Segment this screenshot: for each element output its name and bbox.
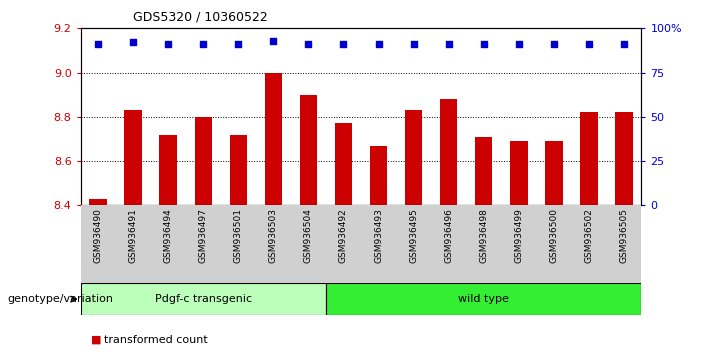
Point (513, 41, 524, 47)
Bar (440, 99, 458, 205)
Text: GSM936499: GSM936499 (515, 209, 523, 263)
Bar (475, 137, 492, 205)
Text: GSM936493: GSM936493 (374, 209, 383, 263)
Point (408, 41, 419, 47)
Point (583, 41, 594, 47)
Bar (545, 141, 562, 205)
Bar (195, 117, 212, 205)
Text: GSM936494: GSM936494 (164, 209, 172, 263)
Text: GSM936505: GSM936505 (620, 209, 628, 263)
Point (548, 41, 559, 47)
Text: GSM936503: GSM936503 (269, 209, 278, 263)
Bar (300, 95, 317, 205)
Bar (326, 283, 641, 315)
Text: Pdgf-c transgenic: Pdgf-c transgenic (155, 294, 252, 304)
Text: genotype/variation: genotype/variation (7, 294, 113, 304)
Text: GSM936495: GSM936495 (409, 209, 418, 263)
Text: GSM936492: GSM936492 (339, 209, 348, 263)
Bar (405, 110, 423, 205)
Bar (615, 112, 633, 205)
Point (373, 41, 384, 47)
Point (268, 38, 279, 44)
Point (303, 41, 314, 47)
Bar (510, 141, 528, 205)
Bar (580, 112, 598, 205)
Text: GSM936498: GSM936498 (479, 209, 488, 263)
Bar (230, 135, 247, 205)
Point (338, 41, 349, 47)
Bar (90, 199, 107, 205)
Bar (335, 124, 353, 205)
Text: GSM936501: GSM936501 (234, 209, 243, 263)
Text: GSM936496: GSM936496 (444, 209, 453, 263)
Point (93, 41, 104, 47)
Text: ■: ■ (91, 335, 102, 345)
Point (198, 41, 209, 47)
Text: GSM936491: GSM936491 (129, 209, 137, 263)
Text: GSM936504: GSM936504 (304, 209, 313, 263)
Bar (125, 110, 142, 205)
Point (443, 41, 454, 47)
Point (478, 41, 489, 47)
Text: GSM936502: GSM936502 (585, 209, 593, 263)
Text: wild type: wild type (458, 294, 509, 304)
Point (163, 41, 174, 47)
Point (618, 41, 629, 47)
Point (233, 41, 244, 47)
Bar (265, 73, 283, 205)
Text: GSM936497: GSM936497 (199, 209, 207, 263)
Text: GSM936490: GSM936490 (94, 209, 102, 263)
Bar (160, 135, 177, 205)
Text: GDS5320 / 10360522: GDS5320 / 10360522 (133, 11, 268, 24)
Bar (370, 145, 387, 205)
Text: transformed count: transformed count (104, 335, 207, 345)
Text: GSM936500: GSM936500 (550, 209, 558, 263)
Bar (81, 283, 326, 315)
Point (128, 40, 139, 45)
